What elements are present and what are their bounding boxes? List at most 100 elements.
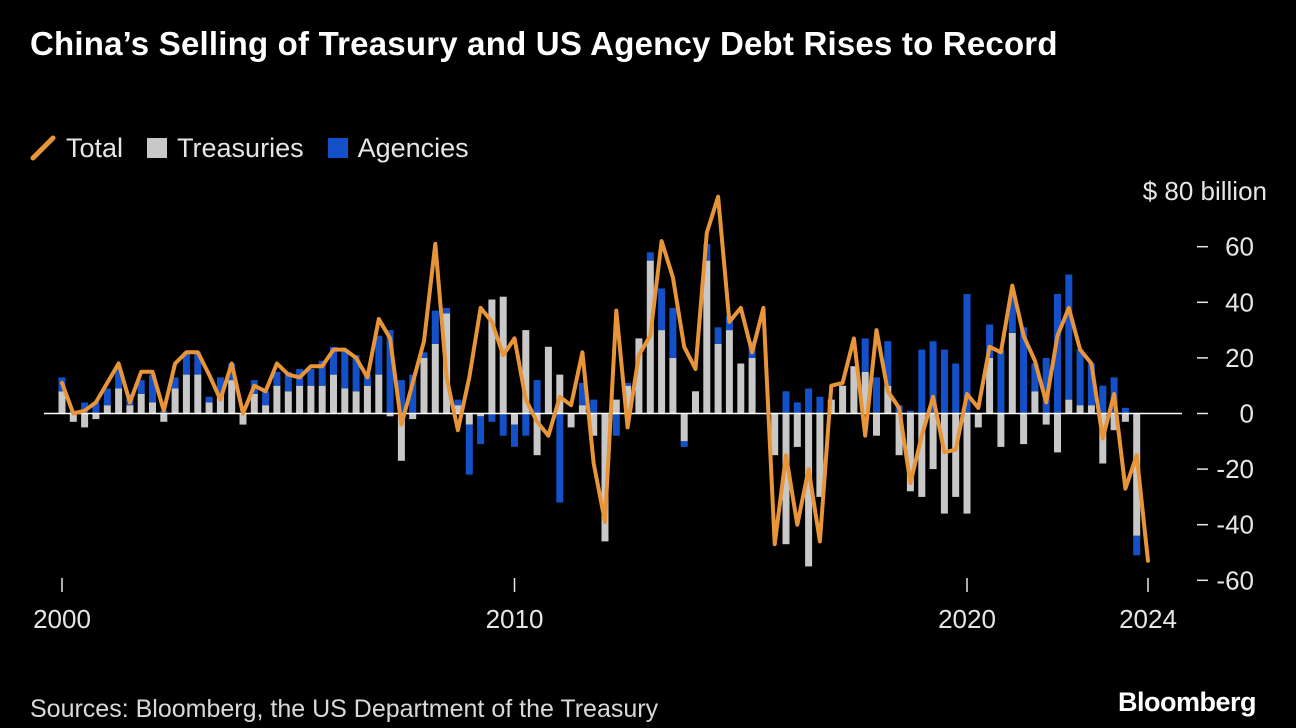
chart-title: China’s Selling of Treasury and US Agenc… bbox=[30, 25, 1058, 62]
treasuries-bar bbox=[771, 413, 779, 456]
legend-label-agencies: Agencies bbox=[357, 132, 469, 163]
agencies-bar bbox=[1099, 385, 1107, 414]
treasuries-bar bbox=[692, 391, 699, 414]
agencies-bar bbox=[262, 391, 270, 406]
agencies-bar bbox=[590, 399, 598, 414]
x-tick-label: 2010 bbox=[486, 604, 544, 634]
agencies-bar bbox=[533, 380, 541, 414]
treasuries-bar bbox=[578, 405, 586, 414]
treasuries-bar bbox=[782, 413, 790, 545]
treasuries-bar bbox=[725, 330, 733, 414]
x-tick-label: 2020 bbox=[938, 604, 996, 634]
agencies-bar bbox=[714, 327, 722, 344]
agencies-bar bbox=[318, 360, 326, 386]
agencies-bar bbox=[1054, 294, 1061, 414]
x-tick-label: 2024 bbox=[1119, 604, 1177, 634]
agencies-bar bbox=[81, 402, 89, 414]
agencies-bar bbox=[1020, 327, 1028, 414]
agencies-bar bbox=[873, 377, 880, 414]
treasuries-bar bbox=[115, 388, 123, 414]
treasuries-bar bbox=[137, 394, 145, 414]
agencies-bar bbox=[431, 310, 439, 344]
treasuries-bar bbox=[420, 357, 428, 414]
y-tick-label: -60 bbox=[1216, 565, 1254, 595]
agencies-bar bbox=[1031, 363, 1039, 392]
treasuries-bar bbox=[839, 385, 847, 414]
y-tick-label: 40 bbox=[1225, 287, 1254, 317]
agencies-bar bbox=[103, 388, 111, 406]
treasuries-bar bbox=[997, 413, 1005, 447]
treasuries-bar bbox=[714, 344, 722, 414]
agencies-bar bbox=[1042, 357, 1050, 414]
legend: Total Treasuries Agencies bbox=[30, 132, 493, 164]
treasuries-bar bbox=[737, 363, 745, 414]
agencies-bar bbox=[341, 349, 349, 389]
treasuries-bar bbox=[963, 413, 971, 514]
legend-item-agencies: Agencies bbox=[327, 132, 469, 164]
legend-item-treasuries: Treasuries bbox=[147, 133, 304, 164]
treasuries-bar bbox=[929, 413, 937, 470]
treasuries-bar bbox=[1076, 405, 1084, 414]
agencies-bar bbox=[511, 424, 518, 447]
agencies-bar bbox=[1133, 535, 1141, 556]
treasuries-bar bbox=[906, 413, 914, 492]
agencies-bar bbox=[940, 349, 948, 414]
agencies-bar bbox=[363, 374, 371, 386]
agencies-bar bbox=[522, 413, 530, 436]
agencies-bar bbox=[952, 363, 960, 414]
treasuries-bar bbox=[511, 413, 518, 425]
agencies-bar bbox=[92, 402, 100, 414]
treasuries-bar bbox=[748, 357, 756, 414]
agencies-bar bbox=[782, 391, 790, 414]
treasuries-bar bbox=[92, 413, 100, 420]
agencies-bar bbox=[216, 377, 224, 395]
treasuries-bar bbox=[544, 346, 552, 414]
agencies-bar bbox=[658, 288, 666, 331]
treasuries-bar bbox=[239, 413, 247, 425]
treasuries-bar bbox=[182, 374, 190, 414]
treasuries-bar bbox=[352, 391, 360, 414]
treasuries-bar bbox=[194, 374, 202, 414]
treasuries-bar bbox=[861, 371, 869, 414]
agencies-bar bbox=[680, 441, 688, 447]
treasuries-bar bbox=[590, 413, 598, 436]
treasuries-bar bbox=[884, 385, 892, 414]
treasuries-bar bbox=[567, 413, 575, 428]
treasuries-bar bbox=[556, 374, 564, 414]
treasuries-bar bbox=[805, 413, 813, 567]
treasuries-bar bbox=[612, 399, 620, 414]
treasuries-bar bbox=[940, 413, 948, 514]
treasuries-bar bbox=[409, 413, 417, 420]
square-swatch-icon bbox=[147, 138, 168, 158]
treasuries-bar bbox=[533, 413, 541, 456]
treasuries-bar bbox=[1121, 413, 1129, 422]
treasuries-bar bbox=[488, 299, 496, 414]
agencies-bar bbox=[465, 424, 473, 475]
agencies-bar bbox=[307, 369, 315, 386]
agencies-bar bbox=[443, 307, 451, 314]
bloomberg-logo: Bloomberg bbox=[1117, 687, 1257, 717]
agencies-bar bbox=[918, 349, 926, 414]
agencies-bar bbox=[273, 371, 281, 386]
agencies-bar bbox=[488, 413, 496, 422]
agencies-bar bbox=[284, 371, 292, 392]
agencies-bar bbox=[624, 382, 632, 386]
y-tick-label: -20 bbox=[1216, 454, 1254, 484]
agencies-bar bbox=[1008, 296, 1016, 333]
treasuries-bar bbox=[522, 330, 530, 414]
treasuries-bar bbox=[330, 374, 337, 414]
treasuries-bar bbox=[680, 413, 688, 442]
agencies-bar bbox=[115, 369, 123, 389]
treasuries-bar bbox=[816, 413, 824, 497]
treasuries-bar bbox=[703, 260, 711, 414]
treasuries-bar bbox=[228, 380, 236, 414]
treasuries-bar bbox=[454, 405, 462, 414]
agencies-bar bbox=[205, 396, 213, 403]
agencies-bar bbox=[963, 294, 971, 414]
agencies-bar bbox=[556, 413, 564, 503]
treasuries-bar bbox=[974, 413, 982, 428]
y-tick-label: 60 bbox=[1225, 232, 1254, 262]
treasuries-bar bbox=[58, 391, 66, 414]
treasuries-bar bbox=[386, 413, 394, 417]
